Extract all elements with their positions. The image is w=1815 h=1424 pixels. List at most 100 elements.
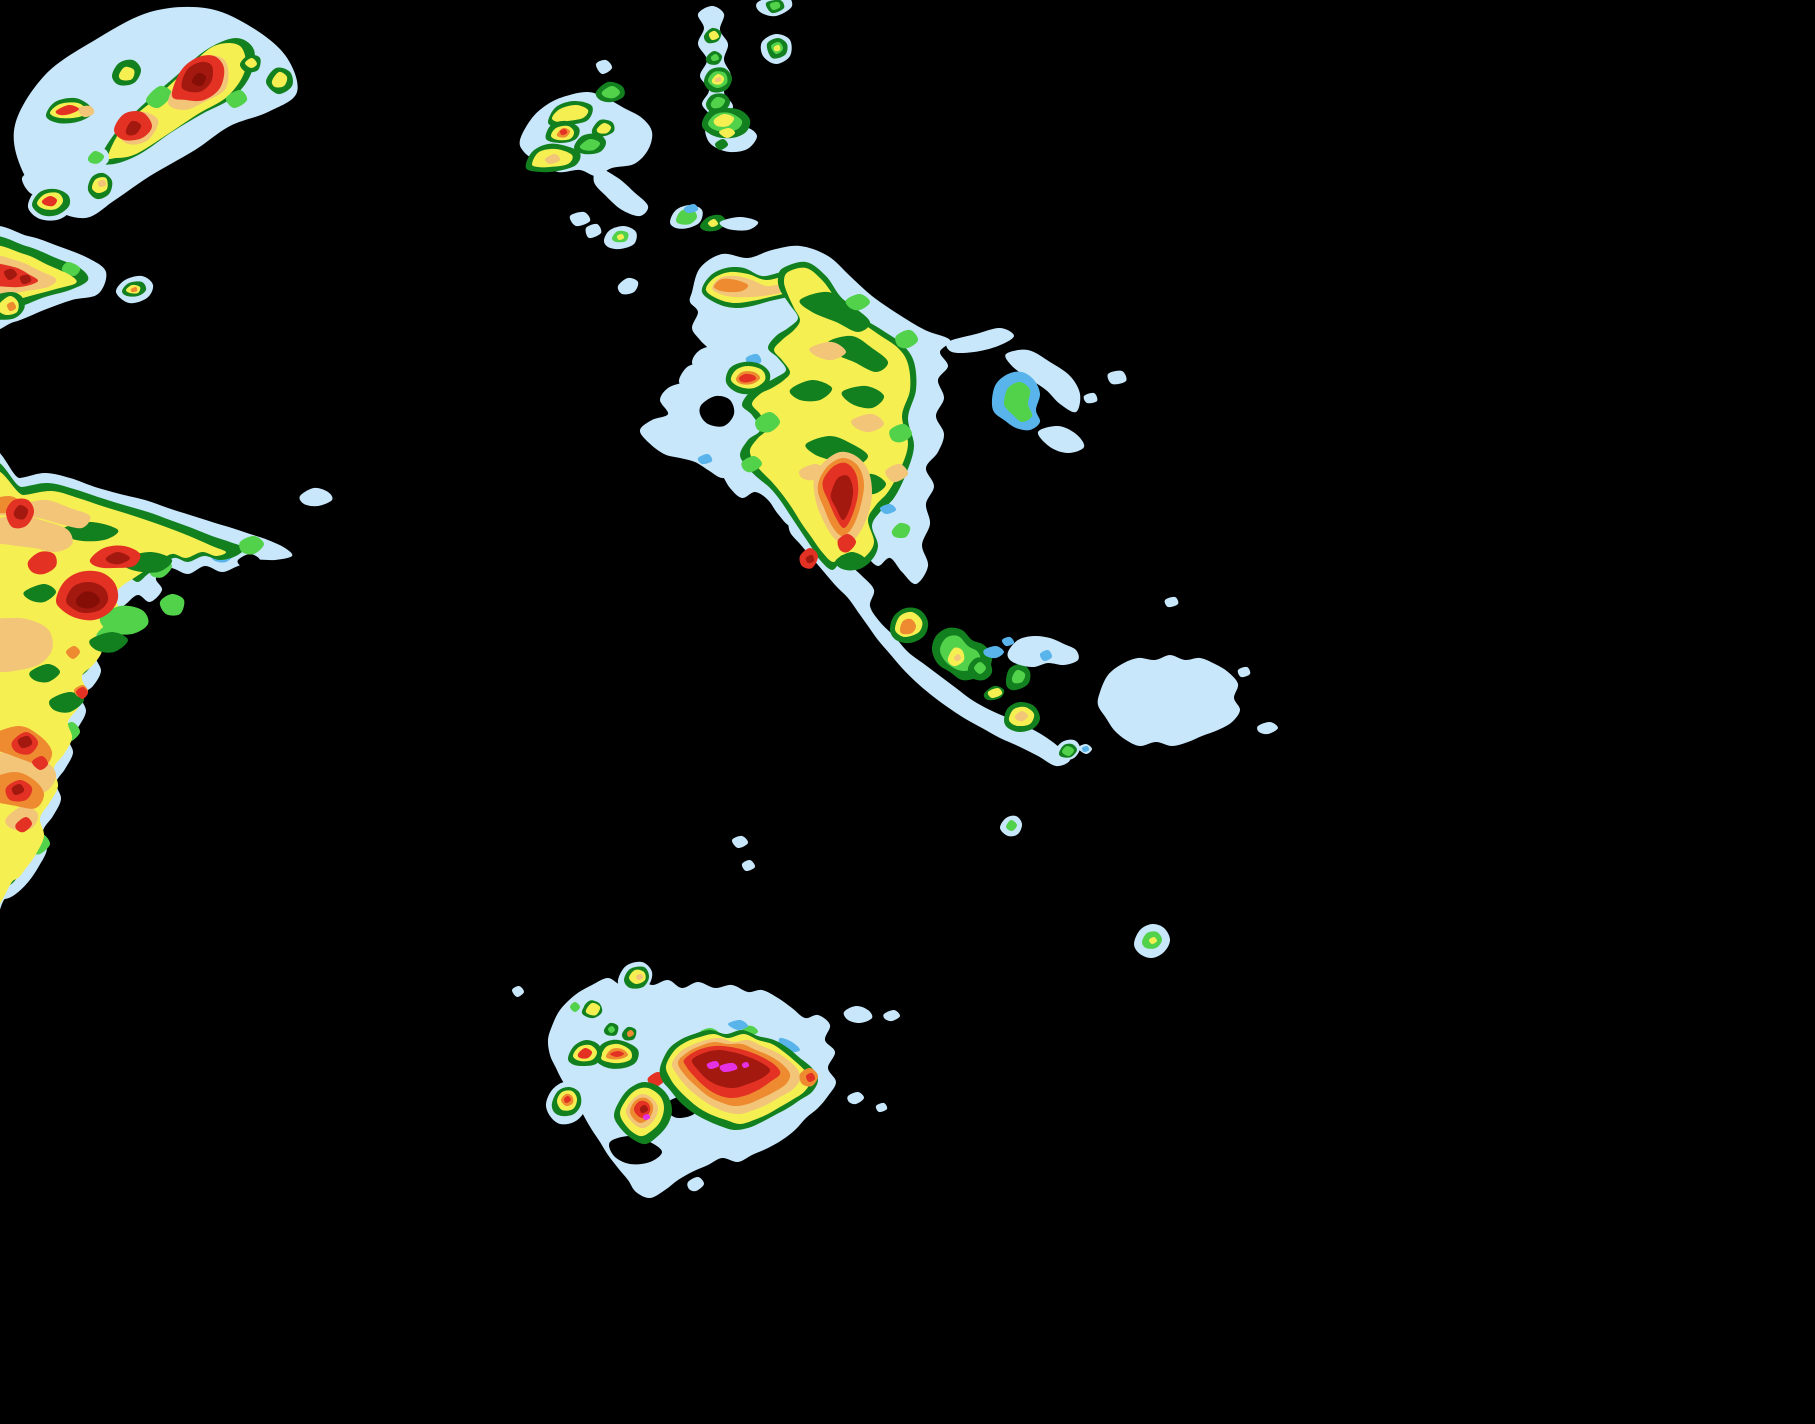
echo-tan	[97, 179, 107, 188]
echo-pblue	[1107, 370, 1127, 385]
echo-green1	[675, 208, 698, 225]
echo-green1	[87, 150, 105, 164]
echo-hole	[609, 1136, 662, 1165]
echo-dred	[105, 552, 131, 565]
echo-pblue	[875, 1102, 888, 1113]
echo-pblue	[847, 1091, 865, 1105]
echo-tan	[851, 413, 885, 433]
echo-dred	[639, 1104, 649, 1114]
echo-maroon	[191, 72, 207, 87]
echo-mblue	[879, 503, 897, 515]
echo-green2	[23, 584, 56, 603]
echo-dred	[11, 783, 25, 796]
echo-green2	[841, 385, 885, 409]
echo-orange	[65, 646, 81, 659]
echo-green1	[225, 89, 248, 109]
echo-orange	[130, 286, 138, 293]
echo-pblue	[23, 137, 49, 161]
echo-dred	[830, 475, 854, 520]
storm-cluster-south-central-complex	[511, 835, 901, 1199]
echo-pblue	[883, 1009, 901, 1022]
echo-green1	[891, 522, 911, 539]
echo-mblue	[1039, 649, 1053, 662]
echo-green1	[974, 662, 986, 674]
echo-dred	[13, 504, 29, 520]
echo-magenta	[642, 1113, 651, 1121]
echo-orange	[733, 282, 746, 292]
echo-yellow	[987, 687, 1003, 699]
echo-red	[738, 373, 757, 383]
storm-cluster-central-complex	[603, 203, 1127, 767]
echo-pblue	[687, 1176, 705, 1192]
echo-yellow	[244, 57, 258, 69]
echo-yellow	[616, 233, 625, 241]
echo-green1	[601, 86, 621, 99]
echo-pblue	[569, 211, 591, 227]
echo-green1	[159, 593, 185, 616]
echo-tan	[714, 76, 722, 83]
echo-yellow	[0, 471, 227, 904]
echo-magenta	[719, 1062, 738, 1073]
echo-tan	[0, 617, 53, 673]
echo-red	[41, 195, 58, 207]
echo-green2	[799, 291, 871, 332]
echo-green1	[1011, 669, 1026, 684]
echo-dred	[3, 268, 18, 281]
echo-pblue	[299, 487, 333, 507]
echo-green1	[710, 96, 726, 109]
echo-orange	[6, 301, 17, 312]
echo-green1	[607, 1025, 616, 1034]
echo-pblue	[741, 859, 756, 872]
echo-green2	[827, 335, 889, 372]
echo-yellow	[1148, 936, 1158, 945]
echo-green2	[29, 664, 60, 683]
echo-green1	[99, 605, 149, 635]
echo-hole	[237, 554, 261, 569]
echo-green2	[835, 552, 867, 571]
echo-green1	[845, 293, 870, 311]
echo-yellow	[551, 104, 589, 123]
echo-dred	[125, 120, 142, 136]
echo-red	[31, 755, 49, 771]
echo-yellow	[271, 71, 288, 88]
echo-pblue	[719, 217, 759, 231]
echo-magenta	[741, 1061, 750, 1069]
echo-mblue	[1081, 745, 1090, 753]
echo-mblue	[727, 1019, 749, 1031]
storm-cluster-west-storm-system	[0, 453, 333, 910]
echo-tan	[809, 341, 846, 361]
echo-tan	[953, 654, 962, 661]
echo-red	[27, 551, 57, 575]
echo-green2	[789, 379, 833, 402]
echo-pblue	[1005, 349, 1081, 413]
echo-green2	[714, 138, 729, 151]
echo-pblue	[617, 277, 639, 295]
echo-yellow	[118, 66, 135, 81]
echo-tan	[1014, 711, 1029, 722]
echo-yellow	[718, 127, 736, 139]
echo-green1	[769, 1, 781, 11]
echo-yellow	[773, 44, 781, 52]
echo-red	[559, 128, 568, 136]
echo-green1	[1005, 819, 1018, 832]
echo-yellow	[713, 113, 735, 127]
echo-green1	[895, 329, 919, 349]
echo-tan	[885, 463, 909, 483]
echo-hole	[189, 571, 233, 601]
echo-green1	[741, 455, 763, 473]
echo-green1	[889, 423, 913, 443]
echo-green1	[145, 85, 173, 109]
echo-pblue	[1257, 721, 1279, 735]
echo-orange	[900, 618, 917, 635]
echo-magenta	[706, 1060, 720, 1070]
echo-red	[55, 104, 80, 116]
echo-tan	[635, 973, 644, 981]
echo-pblue	[1037, 425, 1085, 453]
echo-pblue	[593, 167, 649, 217]
storm-cluster-northwest-band	[0, 6, 298, 330]
echo-tan	[77, 105, 95, 118]
echo-red	[609, 1051, 625, 1057]
